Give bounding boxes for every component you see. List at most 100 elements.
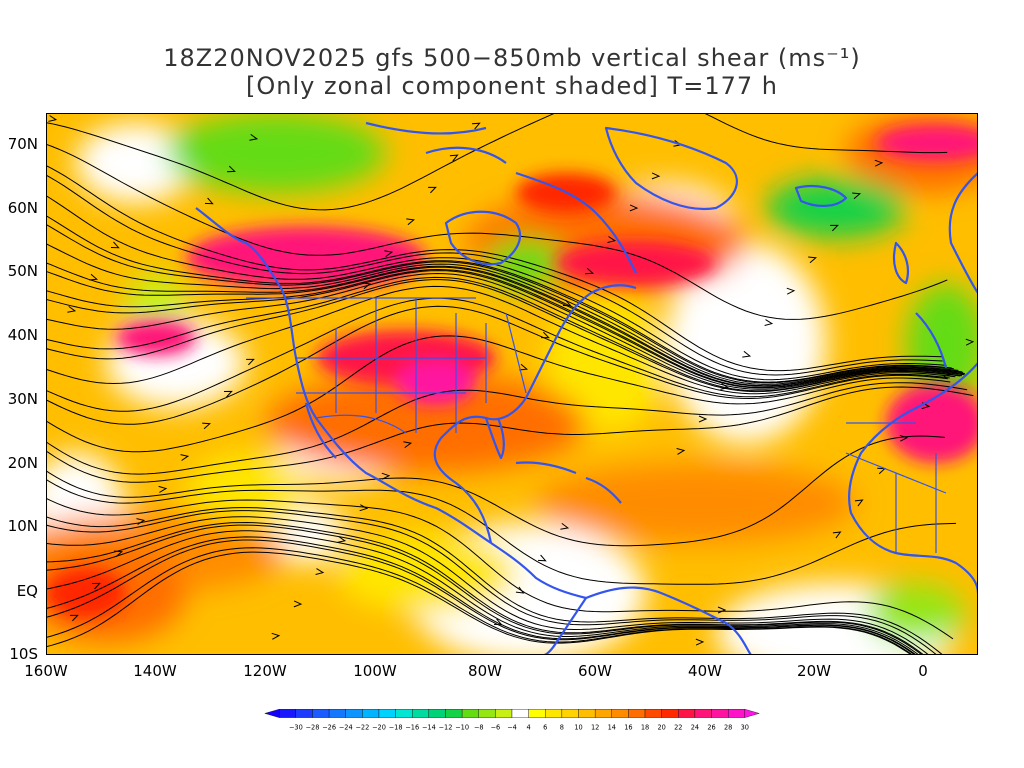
colorbar-label: 16 xyxy=(624,724,632,732)
streamline-arrow xyxy=(676,448,686,455)
streamline-arrow xyxy=(854,499,864,507)
streamline-arrow xyxy=(519,363,529,371)
colorbar-label: −24 xyxy=(339,724,353,732)
colorbar-label: −26 xyxy=(322,724,336,732)
streamline xyxy=(46,530,920,655)
lat-label-10s: 10S xyxy=(9,645,38,663)
streamline-arrow xyxy=(158,485,168,493)
colorbar-label: 28 xyxy=(724,724,732,732)
streamline-arrow xyxy=(337,536,347,543)
colorbar-swatch xyxy=(511,709,529,718)
streamline xyxy=(46,510,938,655)
colorbar-swatch xyxy=(694,709,712,718)
streamline xyxy=(46,335,951,453)
lon-label-100w: 100W xyxy=(353,662,397,680)
streamline-arrow xyxy=(560,522,570,530)
streamline xyxy=(46,113,948,211)
colorbar-swatch xyxy=(628,709,646,718)
streamline-arrow xyxy=(246,358,255,366)
streamline-arrow xyxy=(965,338,975,346)
lon-label-120w: 120W xyxy=(243,662,287,680)
colorbar-label: 26 xyxy=(707,724,715,732)
streamline-arrow xyxy=(943,370,953,378)
streamline-arrow xyxy=(786,287,796,295)
streamline-arrow xyxy=(136,518,146,525)
lon-label-0: 0 xyxy=(918,662,928,680)
colorbar-swatch xyxy=(478,709,496,718)
colorbar-label: −18 xyxy=(389,724,403,732)
lat-label-10n: 10N xyxy=(7,517,38,535)
streamline-arrow xyxy=(832,531,842,539)
colorbar: −30 −28 −26 −24 −22 −20 −18 −16 −14 −12 −10 −8 −6 −4 4… xyxy=(264,708,760,732)
colorbar-label: −12 xyxy=(439,724,453,732)
colorbar-label: −28 xyxy=(305,724,319,732)
streamline-arrow xyxy=(67,305,77,313)
shear-map xyxy=(46,113,978,655)
streamline-arrow xyxy=(562,299,572,307)
colorbar-label: −14 xyxy=(422,724,436,732)
lat-label-50n: 50N xyxy=(7,262,38,280)
streamline-arrow xyxy=(493,618,503,626)
streamline xyxy=(46,478,957,585)
streamline-arrow xyxy=(720,383,730,390)
streamline xyxy=(46,386,974,483)
colorbar-label: 20 xyxy=(657,724,665,732)
streamline-arrow xyxy=(114,550,124,558)
streamline xyxy=(46,524,923,655)
streamline xyxy=(46,243,959,385)
streamline-arrow xyxy=(362,282,372,290)
streamlines xyxy=(46,113,975,655)
streamline-arrow xyxy=(180,454,190,461)
colorbar-label: −10 xyxy=(455,724,469,732)
lat-label-40n: 40N xyxy=(7,326,38,344)
streamline xyxy=(46,521,925,655)
title-line-2: [Only zonal component shaded] T=177 h xyxy=(246,72,778,100)
coastlines xyxy=(195,121,978,655)
streamline-arrow xyxy=(874,159,884,167)
streamline-arrow xyxy=(315,568,325,575)
colorbar-swatch xyxy=(412,709,430,718)
colorbar-swatch xyxy=(395,709,413,718)
colorbar-swatch xyxy=(461,709,479,718)
colorbar-swatch xyxy=(611,709,629,718)
streamline-arrow xyxy=(717,606,727,614)
colorbar-swatch xyxy=(445,709,463,718)
colorbar-label: −22 xyxy=(355,724,369,732)
streamline xyxy=(46,165,942,372)
streamline-arrow xyxy=(607,236,617,243)
lon-label-80w: 80W xyxy=(468,662,502,680)
colorbar-label: 4 xyxy=(527,724,531,732)
streamline-arrow xyxy=(91,582,101,590)
lon-label-20w: 20W xyxy=(797,662,831,680)
streamline xyxy=(46,305,948,425)
streamline xyxy=(46,272,965,390)
streamline-arrow xyxy=(808,256,818,264)
streamline-arrow xyxy=(110,241,120,249)
streamline-arrow xyxy=(293,600,303,608)
lat-label-20n: 20N xyxy=(7,454,38,472)
lon-label-60w: 60W xyxy=(578,662,612,680)
lon-label-40w: 40W xyxy=(688,662,722,680)
lat-label-70n: 70N xyxy=(7,135,38,153)
lon-label-160w: 160W xyxy=(24,662,68,680)
streamline-arrow xyxy=(359,504,369,512)
colorbar-max-arrow xyxy=(744,708,760,718)
colorbar-swatch xyxy=(295,709,313,718)
colorbar-swatch xyxy=(678,709,696,718)
colorbar-label: −6 xyxy=(491,724,501,732)
lat-label-eq: EQ xyxy=(16,582,38,600)
streamline-arrow xyxy=(249,133,259,141)
streamline xyxy=(46,539,916,655)
lat-label-30n: 30N xyxy=(7,390,38,408)
streamline xyxy=(46,279,961,393)
colorbar-label: 6 xyxy=(543,724,547,732)
colorbar-swatch xyxy=(561,709,579,718)
streamline-arrow xyxy=(695,638,705,646)
colorbar-swatch xyxy=(345,709,363,718)
colorbar-label: −30 xyxy=(289,724,303,732)
colorbar-swatch xyxy=(428,709,446,718)
streamline-arrow xyxy=(537,554,547,562)
colorbar-swatch xyxy=(528,709,546,718)
streamline-arrow xyxy=(698,415,708,423)
colorbar-label: −4 xyxy=(507,724,517,732)
